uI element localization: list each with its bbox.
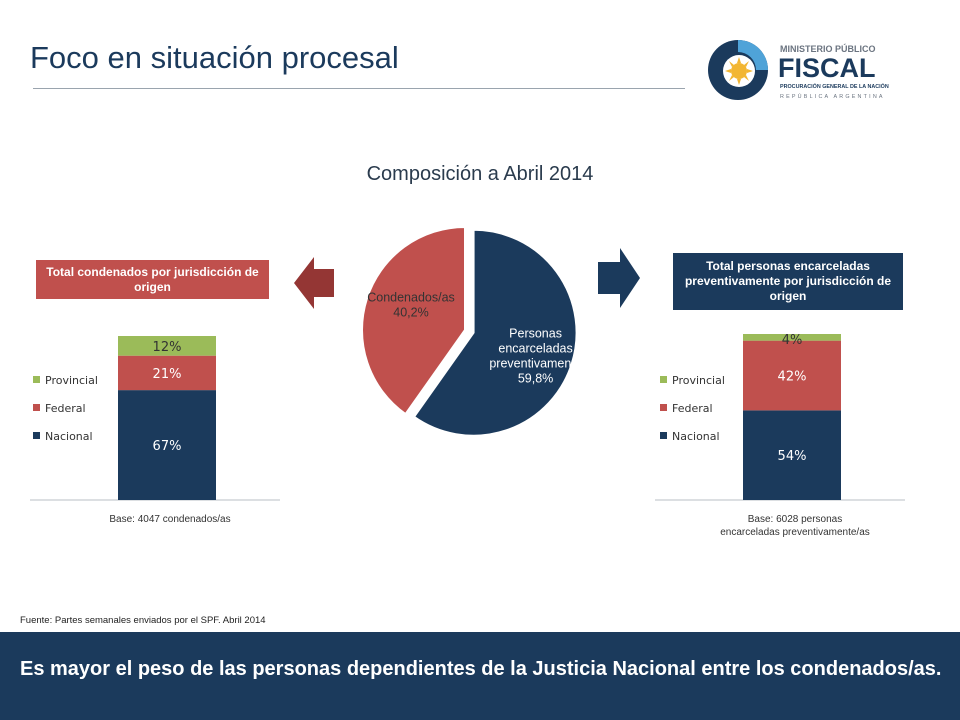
bar-data-label: 21% — [153, 367, 182, 382]
ministerio-publico-fiscal-logo: MINISTERIO PÚBLICO FISCAL PROCURACIÓN GE… — [708, 40, 889, 100]
legend-label: Provincial — [45, 374, 98, 387]
legend-label: Nacional — [672, 430, 720, 443]
legend-swatch — [33, 432, 40, 439]
pie-slice — [412, 228, 578, 437]
pie-slice-label: Condenados/as 40,2% — [367, 290, 455, 319]
preventivos-stacked-bar-chart: 54% 42% 4% Provincial Federal Nacional — [655, 333, 905, 501]
left-arrow-icon — [294, 257, 334, 309]
bar-segment — [743, 340, 841, 411]
sun-icon — [725, 57, 753, 85]
pie-chart-title: Composición a Abril 2014 — [366, 163, 594, 185]
legend-label: Nacional — [45, 430, 93, 443]
right-arrow-icon — [598, 248, 640, 308]
condenados-stacked-bar-chart: 67% 21% 12% Provincial Federal Nacional — [30, 336, 280, 501]
bar-data-label: 42% — [778, 370, 807, 385]
logo-line-4: REPÚBLICA ARGENTINA — [780, 93, 885, 100]
legend-swatch — [660, 432, 667, 439]
pie-chart: Personas encarceladas preventivamente 59,8%… — [361, 225, 582, 437]
legend-label: Federal — [672, 402, 713, 415]
bar-data-label: 67% — [153, 439, 182, 454]
bar-segment — [743, 410, 841, 500]
bar-data-label: 12% — [153, 340, 182, 355]
bar-segment — [118, 355, 216, 391]
page-title: Foco en situación procesal — [30, 40, 399, 75]
legend-swatch — [33, 404, 40, 411]
logo-line-1: MINISTERIO PÚBLICO — [780, 43, 876, 54]
condenados-base-label: Base: 4047 condenados/as — [109, 514, 231, 525]
legend-swatch — [660, 404, 667, 411]
conclusion-text: Es mayor el peso de las personas dependi… — [20, 658, 942, 680]
preventivos-base-label: Base: 6028 personas encarceladas prevent… — [720, 514, 870, 538]
bar-segment — [118, 336, 216, 356]
preventivos-header-box: Total personas encarceladas preventivame… — [673, 253, 903, 310]
legend-label: Federal — [45, 402, 86, 415]
source-note: Fuente: Partes semanales enviados por el… — [20, 615, 266, 626]
bar-segment — [118, 390, 216, 500]
pie-slice — [361, 225, 466, 416]
legend-swatch — [33, 376, 40, 383]
logo-line-2: FISCAL — [778, 53, 876, 83]
bar-segment — [743, 334, 841, 341]
title-divider — [33, 88, 685, 89]
pie-slice-label: Personas encarceladas preventivamente 59,8% — [489, 326, 581, 385]
conclusion-banner — [0, 632, 960, 720]
bar-data-label: 4% — [782, 333, 803, 348]
bar-data-label: 54% — [778, 449, 807, 464]
legend-label: Provincial — [672, 374, 725, 387]
logo-line-3: PROCURACIÓN GENERAL DE LA NACIÓN — [780, 82, 889, 90]
legend-swatch — [660, 376, 667, 383]
condenados-header-box: Total condenados por jurisdicción de ori… — [36, 260, 269, 299]
